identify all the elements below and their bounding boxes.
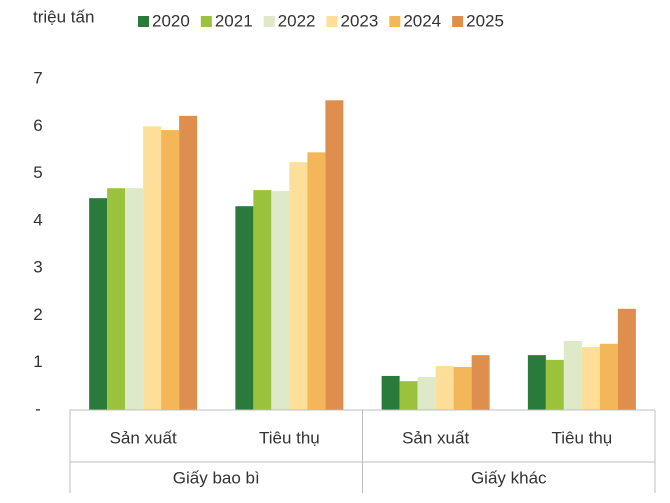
legend-label: 2025 (466, 11, 504, 30)
bar (289, 162, 308, 410)
bar (161, 130, 180, 410)
y-tick-label: 5 (33, 163, 42, 182)
bar (381, 375, 400, 410)
y-tick-label: 6 (33, 116, 42, 135)
x-tick-label: Sản xuất (110, 428, 177, 447)
legend-swatch (326, 16, 338, 27)
bar (453, 366, 472, 410)
y-tick-label: - (35, 399, 41, 418)
bar (307, 152, 326, 411)
bar (325, 100, 344, 411)
bar (179, 115, 198, 410)
bar (253, 190, 272, 410)
bar (617, 308, 636, 410)
bar (581, 347, 600, 410)
bar (271, 191, 290, 410)
x-tick-label: Tiêu thụ (259, 428, 320, 447)
bar (599, 343, 618, 410)
legend-swatch (200, 16, 212, 27)
x-tick-label: Tiêu thụ (551, 428, 612, 447)
bar (235, 206, 254, 410)
bar (107, 188, 126, 410)
bar (143, 126, 162, 411)
legend-label: 2024 (403, 11, 441, 30)
y-tick-label: 3 (33, 258, 42, 277)
legend-swatch (389, 16, 401, 27)
y-tick-label: 1 (33, 352, 42, 371)
y-tick-label: 7 (33, 68, 42, 87)
bar (399, 381, 418, 410)
legend-label: 2020 (152, 11, 190, 30)
legend-swatch (263, 16, 275, 27)
bar (89, 198, 108, 410)
bar (563, 340, 582, 410)
bar (435, 366, 454, 410)
legend-label: 2021 (215, 11, 253, 30)
legend-swatch (452, 16, 464, 27)
bar (471, 355, 490, 410)
bar (545, 359, 564, 410)
group-label: Giấy khác (471, 468, 547, 487)
y-axis-label: triệu tấn (33, 7, 94, 26)
legend-label: 2022 (278, 11, 316, 30)
x-tick-label: Sản xuất (402, 428, 469, 447)
bar (417, 376, 436, 410)
legend-swatch (138, 16, 149, 27)
group-label: Giấy bao bì (173, 468, 260, 487)
y-tick-label: 4 (33, 210, 42, 229)
y-tick-label: 2 (33, 305, 42, 324)
bar (527, 355, 546, 410)
legend-label: 2023 (340, 11, 378, 30)
bar (125, 188, 144, 410)
